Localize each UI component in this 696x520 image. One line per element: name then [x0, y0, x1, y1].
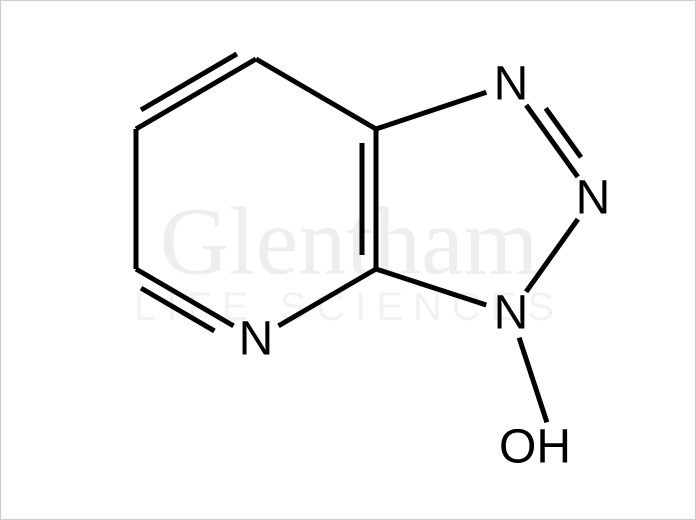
- atom-label-n9: N: [494, 287, 529, 340]
- bond-inner: [141, 54, 237, 110]
- bond-inner: [546, 108, 581, 157]
- watermark-main-text: Glentham: [160, 188, 539, 295]
- atom-label-o10: OH: [499, 421, 571, 474]
- atom-label-n7: N: [494, 58, 529, 111]
- bond: [519, 338, 547, 423]
- atom-label-n8: N: [576, 172, 611, 225]
- bond: [376, 92, 486, 129]
- chemical-structure-svg: GlenthamLIFE SCIENCES NNNNOH: [1, 1, 695, 519]
- atom-label-n5: N: [239, 313, 274, 366]
- bond: [136, 59, 256, 129]
- bond: [256, 59, 376, 129]
- figure-container: GlenthamLIFE SCIENCES NNNNOH: [0, 0, 696, 520]
